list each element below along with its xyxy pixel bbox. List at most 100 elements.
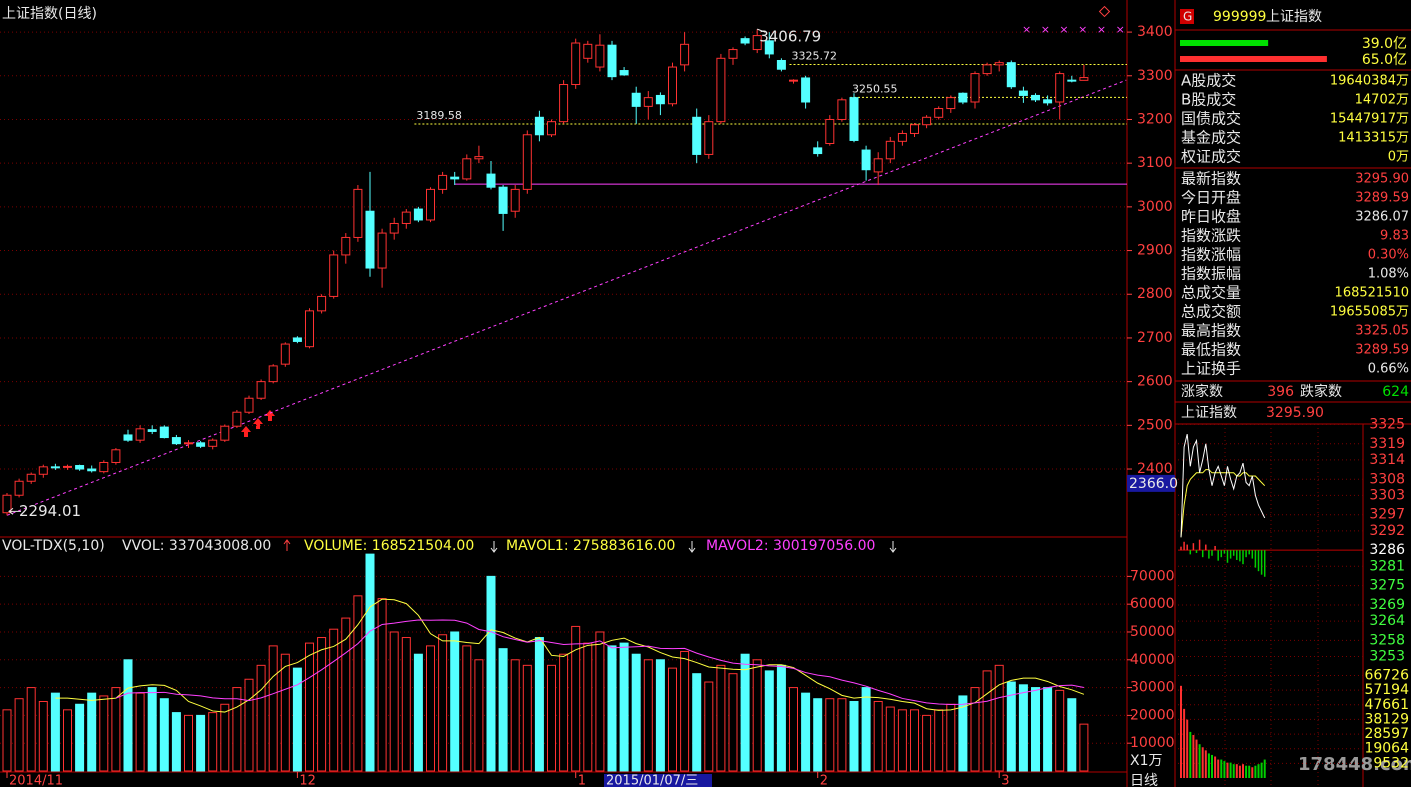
volume-bar — [280, 653, 290, 772]
period-label: 日线 — [1130, 773, 1158, 787]
candle-body — [946, 97, 956, 110]
y-tick-label: 30000 — [1130, 680, 1175, 696]
volume-bar — [232, 687, 242, 772]
average-line — [1180, 469, 1266, 538]
volume-bar — [123, 659, 133, 772]
breadth-bar — [1223, 550, 1226, 554]
quote-value: 1.08% — [1368, 267, 1409, 282]
quote-label: 最高指数 — [1181, 322, 1241, 340]
low-label: 2294.01 — [19, 502, 81, 520]
candle-body — [377, 232, 387, 269]
breadth-label: 涨家数 — [1181, 383, 1223, 400]
ma-line — [55, 598, 1085, 713]
cursor-box — [1127, 474, 1175, 492]
breadth-value: 396 — [1267, 384, 1294, 400]
x-tick-label: 12 — [299, 774, 316, 787]
candle-body — [849, 97, 859, 141]
candle-body — [619, 70, 629, 76]
candle-body — [14, 480, 24, 496]
volume-bar — [268, 645, 278, 772]
candle-body — [438, 174, 448, 190]
candle-body — [1006, 62, 1016, 88]
candle-body — [994, 62, 1004, 66]
candle-body — [135, 428, 145, 441]
arrow-icon — [490, 541, 498, 553]
volume-bar — [776, 664, 786, 772]
y-tick-label: 3303 — [1369, 487, 1405, 503]
quote-value: 15447917万 — [1330, 112, 1409, 127]
intraday-volume-bar — [1220, 759, 1223, 778]
candle-body — [208, 439, 218, 447]
volume-bar — [825, 698, 835, 772]
volume-bar — [1067, 698, 1077, 772]
quote-label: 国债成交 — [1181, 110, 1241, 128]
intraday-volume-bar — [1211, 754, 1213, 778]
volume-bar — [1006, 681, 1016, 772]
volume-bar — [14, 698, 24, 772]
candle-body — [220, 425, 230, 441]
breadth-bar — [1248, 550, 1250, 555]
volume-bar — [220, 703, 230, 772]
candle-body — [159, 426, 169, 439]
volume-bar — [704, 681, 714, 772]
marker — [1098, 5, 1111, 18]
volume-bar — [292, 667, 302, 772]
quote-label: 指数涨幅 — [1181, 246, 1241, 264]
intraday-title: 上证指数 — [1181, 405, 1237, 421]
y-tick-label: 3100 — [1137, 155, 1173, 171]
breadth-bar — [1214, 545, 1216, 551]
volume-bar — [716, 664, 726, 772]
candle-body — [958, 92, 968, 103]
candle-body — [897, 132, 907, 142]
candle-body — [450, 176, 460, 180]
candle-body — [462, 158, 472, 180]
quote-value: 0.30% — [1368, 248, 1409, 263]
candle-body — [305, 310, 314, 348]
volume-bar — [377, 598, 387, 772]
y-tick-label: 20000 — [1130, 707, 1175, 723]
indicator-value: MAVOL1: 275883616.00 — [506, 538, 675, 554]
breadth-bar — [1201, 550, 1204, 558]
candle-body — [813, 147, 823, 155]
candle-body — [1018, 90, 1028, 96]
intraday-volume-bar — [1242, 764, 1244, 778]
y-tick-label: 2500 — [1137, 417, 1173, 433]
candle-body — [426, 188, 435, 221]
volume-bar — [801, 692, 811, 772]
candle-body — [534, 116, 544, 136]
intraday-volume-bar — [1260, 762, 1263, 778]
volume-bar — [365, 553, 375, 772]
quote-label: 指数振幅 — [1181, 265, 1241, 283]
candle-body — [256, 381, 266, 399]
cursor-date: 2015/01/07/三 — [606, 774, 698, 787]
candle-body — [2, 494, 12, 514]
level-label: 3250.55 — [852, 82, 898, 95]
intraday-volume-bar — [1214, 756, 1217, 778]
marker-row: × × × × × × — [1022, 23, 1128, 36]
volume-bar — [922, 714, 932, 772]
intraday-volume-bar — [1198, 744, 1201, 778]
intraday-volume-bar — [1186, 719, 1189, 778]
candle-body — [716, 57, 726, 123]
volume-bar — [534, 637, 544, 772]
indicator-value: MAVOL2: 300197056.00 — [706, 538, 875, 554]
candle-body — [885, 140, 895, 160]
candle-body — [365, 210, 375, 269]
volume-bar — [159, 698, 169, 772]
volume-bar — [426, 645, 435, 772]
candle-body — [571, 42, 581, 86]
volume-bar — [1043, 687, 1053, 772]
volume-bar — [668, 667, 677, 772]
volume-bar — [849, 700, 859, 772]
quote-label: 总成交量 — [1181, 284, 1241, 302]
candle-body — [184, 442, 193, 445]
y-tick-label: 3269 — [1369, 597, 1405, 613]
volume-bar — [619, 642, 629, 772]
volume-bar — [184, 714, 193, 772]
volume-bar — [1079, 723, 1089, 772]
volume-bar — [692, 673, 702, 772]
intraday-volume-bar — [1180, 685, 1182, 778]
y-tick-label: 3258 — [1369, 632, 1405, 648]
candle-body — [825, 118, 835, 145]
